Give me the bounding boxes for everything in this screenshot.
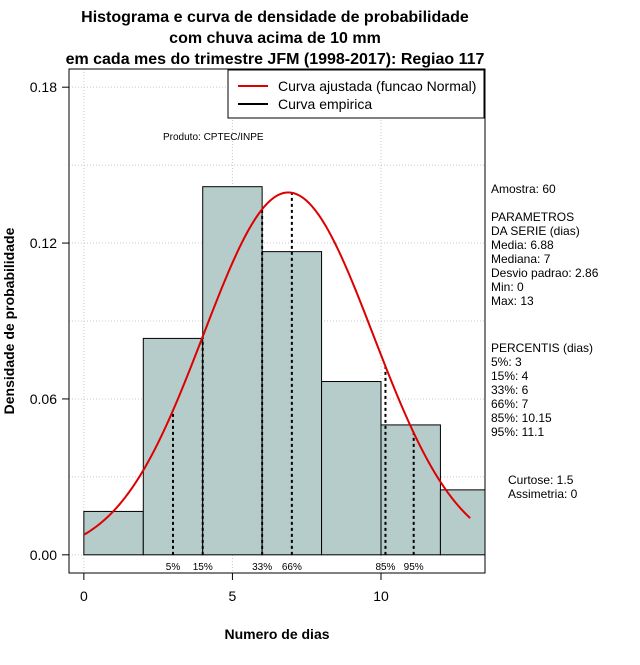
histogram-bar — [380, 424, 441, 556]
y-tick-label: 0.12 — [30, 235, 57, 251]
percentile-label: 66% — [282, 562, 302, 573]
stat-parametro: Mediana: 7 — [491, 252, 551, 266]
chart-title-line: Histograma e curva de densidade de proba… — [81, 9, 469, 26]
percentile-label: 15% — [193, 562, 213, 573]
stat-curtose: Curtose: 1.5 — [508, 473, 574, 487]
stat-parametro: Max: 13 — [491, 294, 534, 308]
histogram-bar — [83, 510, 144, 556]
legend-label: Curva ajustada (funcao Normal) — [278, 78, 476, 94]
stat-parametro: PARAMETROS — [491, 210, 574, 224]
stat-percentil: 95%: 11.1 — [491, 425, 544, 439]
percentile-label: 33% — [252, 562, 272, 573]
percentile-label: 85% — [375, 562, 395, 573]
produto-annotation: Produto: CPTEC/INPE — [163, 132, 264, 143]
chart-title-line: em cada mes do trimestre JFM (1998-2017)… — [66, 51, 485, 68]
y-axis-label: Densidade de probabilidade — [1, 227, 17, 414]
x-tick-label: 10 — [373, 588, 389, 604]
chart-title-line: com chuva acima de 10 mm — [169, 30, 381, 47]
percentile-label: 5% — [166, 562, 181, 573]
stat-amostra: Amostra: 60 — [491, 182, 556, 196]
stat-parametro: Desvio padrao: 2.86 — [491, 266, 599, 280]
y-tick-label: 0.00 — [30, 547, 57, 563]
stat-assimetria: Assimetria: 0 — [508, 487, 578, 501]
stat-parametro: Media: 6.88 — [491, 238, 554, 252]
stat-percentil: 15%: 4 — [491, 369, 529, 383]
stat-percentil: 66%: 7 — [491, 397, 529, 411]
legend-box — [227, 69, 485, 119]
normal-curve — [83, 191, 471, 536]
x-axis-label: Numero de dias — [224, 626, 329, 642]
stat-parametro: Min: 0 — [491, 280, 524, 294]
stat-parametro: DA SERIE (dias) — [491, 224, 580, 238]
plot-frame — [68, 68, 486, 574]
stat-percentil: 85%: 10.15 — [491, 411, 552, 425]
legend-label: Curva empirica — [278, 96, 372, 112]
y-tick-label: 0.18 — [30, 79, 57, 95]
histogram-bar — [439, 489, 486, 556]
y-tick-label: 0.06 — [30, 391, 57, 407]
histogram-bar — [202, 186, 263, 556]
histogram-bar — [321, 381, 382, 556]
x-tick-label: 5 — [229, 588, 237, 604]
percentile-label: 95% — [404, 562, 424, 573]
stat-percentil: PERCENTIS (dias) — [491, 341, 593, 355]
stat-percentil: 5%: 3 — [491, 355, 522, 369]
stat-percentil: 33%: 6 — [491, 383, 529, 397]
x-tick-label: 0 — [80, 588, 88, 604]
